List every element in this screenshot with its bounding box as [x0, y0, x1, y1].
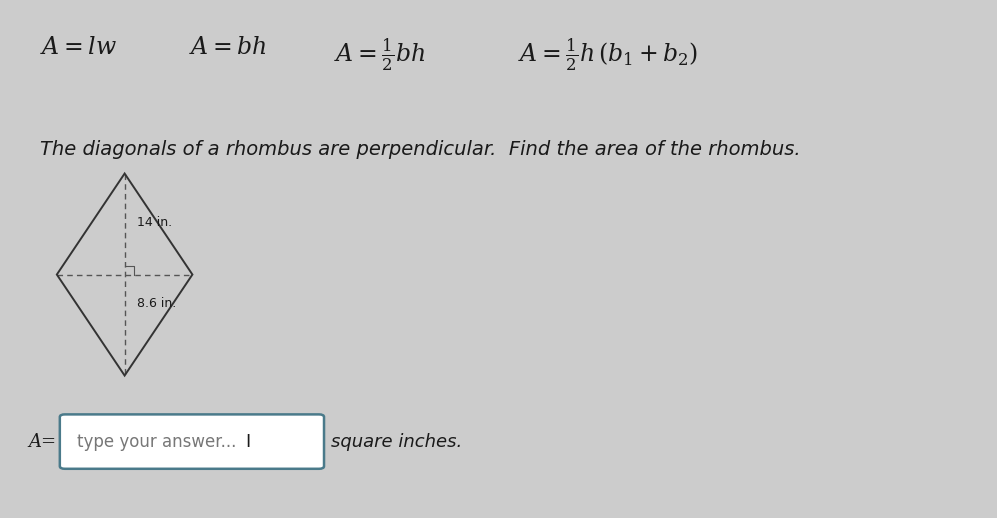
- Text: A=: A=: [29, 433, 57, 451]
- Text: type your answer...: type your answer...: [77, 433, 236, 451]
- FancyBboxPatch shape: [60, 414, 324, 469]
- Text: square inches.: square inches.: [331, 433, 463, 451]
- Text: $A = \frac{1}{2}bh$: $A = \frac{1}{2}bh$: [334, 36, 426, 74]
- Text: $A = \frac{1}{2}h\,(b_1 + b_2)$: $A = \frac{1}{2}h\,(b_1 + b_2)$: [518, 36, 699, 74]
- Text: $A = lw$: $A = lw$: [40, 36, 117, 59]
- Text: $A = bh$: $A = bh$: [189, 36, 267, 59]
- Text: 14 in.: 14 in.: [137, 215, 171, 228]
- Text: The diagonals of a rhombus are perpendicular.  Find the area of the rhombus.: The diagonals of a rhombus are perpendic…: [40, 140, 801, 159]
- Text: 8.6 in.: 8.6 in.: [137, 297, 175, 310]
- Text: I: I: [245, 433, 250, 451]
